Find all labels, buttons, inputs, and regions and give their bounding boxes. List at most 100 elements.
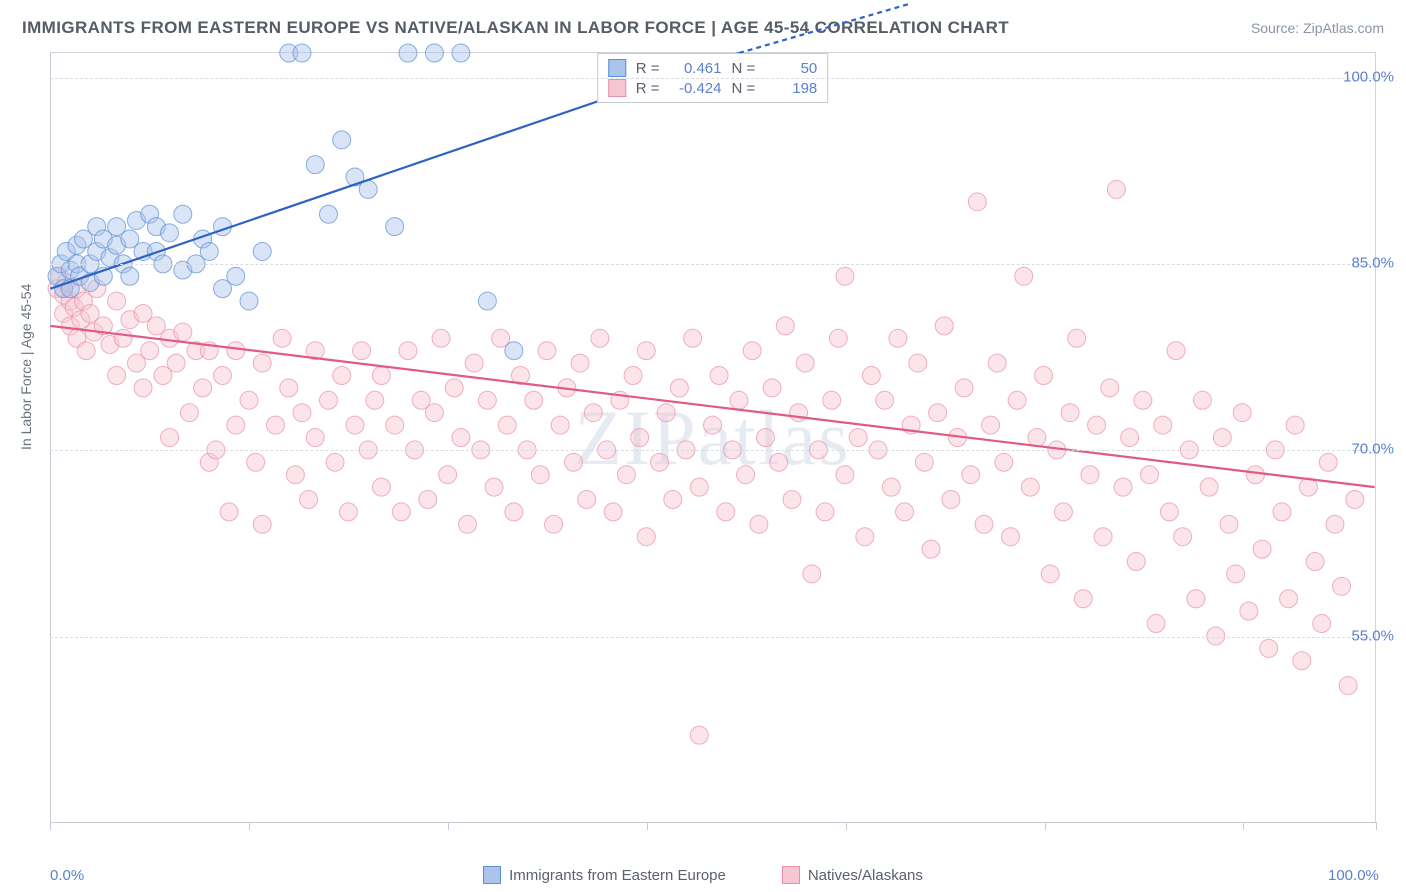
- data-point: [1346, 491, 1364, 509]
- data-point: [1193, 391, 1211, 409]
- data-point: [889, 329, 907, 347]
- data-point: [1280, 590, 1298, 608]
- data-point: [1101, 379, 1119, 397]
- data-point: [1088, 416, 1106, 434]
- data-point: [286, 466, 304, 484]
- data-point: [425, 404, 443, 422]
- data-point: [273, 329, 291, 347]
- data-point: [717, 503, 735, 521]
- data-point: [982, 416, 1000, 434]
- data-point: [319, 391, 337, 409]
- stats-row: R = -0.424 N = 198: [608, 78, 818, 98]
- data-point: [1319, 453, 1337, 471]
- data-point: [240, 391, 258, 409]
- data-point: [1227, 565, 1245, 583]
- data-point: [525, 391, 543, 409]
- data-point: [293, 44, 311, 62]
- data-point: [909, 354, 927, 372]
- legend-swatch-icon: [483, 866, 501, 884]
- data-point: [545, 515, 563, 533]
- data-point: [849, 429, 867, 447]
- data-point: [333, 366, 351, 384]
- data-point: [227, 416, 245, 434]
- data-point: [452, 429, 470, 447]
- x-tick: [1243, 822, 1244, 830]
- data-point: [571, 354, 589, 372]
- data-point: [876, 391, 894, 409]
- data-point: [803, 565, 821, 583]
- data-point: [399, 44, 417, 62]
- data-point: [1333, 577, 1351, 595]
- legend-label: Natives/Alaskans: [808, 867, 923, 884]
- data-point: [1187, 590, 1205, 608]
- data-point: [174, 323, 192, 341]
- data-point: [306, 156, 324, 174]
- data-point: [1220, 515, 1238, 533]
- data-point: [1061, 404, 1079, 422]
- data-point: [478, 391, 496, 409]
- x-tick: [647, 822, 648, 830]
- stats-n-label: N =: [732, 60, 756, 77]
- data-point: [1253, 540, 1271, 558]
- data-point: [551, 416, 569, 434]
- stats-row: R = 0.461 N = 50: [608, 58, 818, 78]
- data-point: [386, 416, 404, 434]
- data-point: [1326, 515, 1344, 533]
- data-point: [617, 466, 635, 484]
- data-point: [505, 503, 523, 521]
- x-tick: [249, 822, 250, 830]
- data-point: [108, 366, 126, 384]
- data-point: [929, 404, 947, 422]
- data-point: [962, 466, 980, 484]
- data-point: [141, 342, 159, 360]
- data-point: [392, 503, 410, 521]
- data-point: [194, 379, 212, 397]
- data-point: [1028, 429, 1046, 447]
- data-point: [1121, 429, 1139, 447]
- data-point: [1154, 416, 1172, 434]
- x-tick: [1376, 822, 1377, 830]
- data-point: [1260, 639, 1278, 657]
- data-point: [823, 391, 841, 409]
- data-point: [1134, 391, 1152, 409]
- data-point: [108, 292, 126, 310]
- legend: Immigrants from Eastern Europe Natives/A…: [0, 866, 1406, 884]
- plot-area: ZIPatlas R = 0.461 N = 50 R = -0.424 N =…: [50, 52, 1376, 822]
- data-point: [882, 478, 900, 496]
- data-point: [1240, 602, 1258, 620]
- stats-swatch-icon: [608, 59, 626, 77]
- stats-n-value: 50: [765, 60, 817, 77]
- data-point: [161, 224, 179, 242]
- data-point: [604, 503, 622, 521]
- data-point: [776, 317, 794, 335]
- data-point: [1200, 478, 1218, 496]
- data-point: [578, 491, 596, 509]
- data-point: [1174, 528, 1192, 546]
- x-tick: [1045, 822, 1046, 830]
- legend-item: Immigrants from Eastern Europe: [483, 866, 726, 884]
- chart-svg: [50, 53, 1375, 822]
- data-point: [253, 515, 271, 533]
- data-point: [1147, 615, 1165, 633]
- data-point: [372, 478, 390, 496]
- stats-r-value: 0.461: [670, 60, 722, 77]
- data-point: [498, 416, 516, 434]
- data-point: [200, 242, 218, 260]
- data-point: [167, 354, 185, 372]
- data-point: [432, 329, 450, 347]
- data-point: [1041, 565, 1059, 583]
- legend-label: Immigrants from Eastern Europe: [509, 867, 726, 884]
- data-point: [1114, 478, 1132, 496]
- gridline: [50, 78, 1375, 79]
- data-point: [399, 342, 417, 360]
- data-point: [465, 354, 483, 372]
- data-point: [1127, 553, 1145, 571]
- data-point: [300, 491, 318, 509]
- data-point: [637, 528, 655, 546]
- data-point: [816, 503, 834, 521]
- data-point: [1021, 478, 1039, 496]
- stats-r-label: R =: [636, 80, 660, 97]
- data-point: [1094, 528, 1112, 546]
- data-point: [180, 404, 198, 422]
- data-point: [730, 391, 748, 409]
